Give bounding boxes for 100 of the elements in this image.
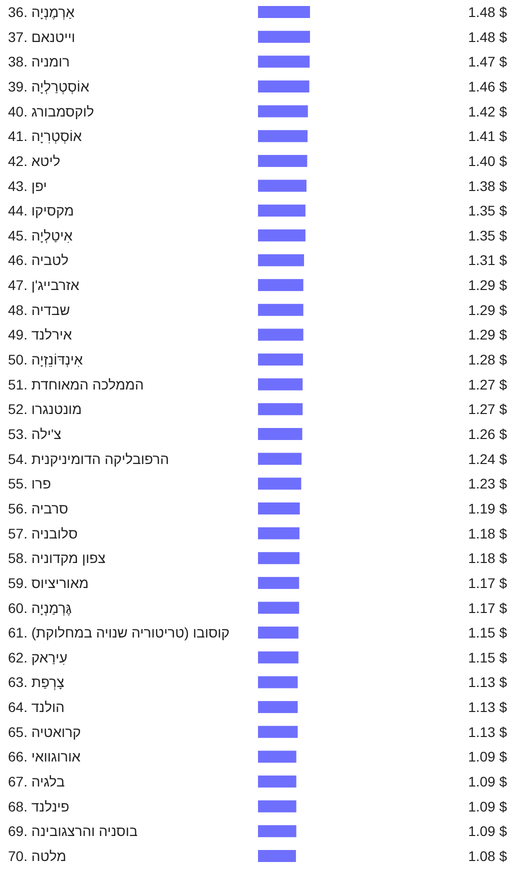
y-tick-label: 63. צָרְפַת bbox=[8, 674, 65, 690]
bar bbox=[258, 776, 296, 788]
data-label: 1.35 $ bbox=[468, 227, 508, 244]
bar bbox=[258, 825, 296, 838]
y-tick-label: 62. עִירַאק bbox=[8, 649, 68, 666]
y-tick-label: 38. רומניה bbox=[8, 54, 70, 70]
y-tick-label: 45. אִיטַלְיָה bbox=[8, 227, 73, 244]
y-tick-label: 68. פינלנד bbox=[8, 798, 70, 814]
bar bbox=[258, 676, 298, 688]
data-label: 1.29 $ bbox=[468, 277, 508, 294]
data-label: 1.09 $ bbox=[468, 774, 508, 790]
data-label: 1.08 $ bbox=[468, 848, 508, 864]
y-tick-label: 36. אַרְמֶנְיָה bbox=[8, 4, 75, 20]
data-label: 1.13 $ bbox=[468, 724, 508, 740]
bar bbox=[258, 304, 304, 316]
y-tick-label: 55. פרו bbox=[8, 476, 52, 492]
y-tick-label: 56. סרביה bbox=[8, 500, 68, 516]
data-label: 1.27 $ bbox=[468, 401, 508, 418]
bar bbox=[258, 602, 300, 614]
data-label: 1.38 $ bbox=[468, 178, 508, 194]
data-label: 1.09 $ bbox=[468, 748, 508, 765]
bar bbox=[258, 478, 302, 490]
y-tick-label: 65. קרואטיה bbox=[8, 724, 81, 740]
bar bbox=[258, 576, 300, 589]
y-tick-label: 44. מקסיקו bbox=[8, 202, 74, 219]
bar bbox=[258, 701, 298, 714]
data-label: 1.13 $ bbox=[468, 699, 508, 716]
bar bbox=[258, 328, 304, 341]
data-label: 1.40 $ bbox=[468, 152, 508, 169]
y-tick-label: 57. סלובניה bbox=[8, 525, 78, 542]
bar bbox=[258, 105, 308, 118]
data-label: 1.18 $ bbox=[468, 525, 508, 542]
y-tick-label: 49. אירלנד bbox=[8, 326, 72, 343]
data-label: 1.46 $ bbox=[468, 78, 508, 94]
bar bbox=[258, 279, 304, 292]
bar bbox=[258, 403, 303, 416]
data-label: 1.17 $ bbox=[468, 600, 508, 616]
bar bbox=[258, 154, 308, 167]
y-tick-label: 51. הממלכה המאוחדת bbox=[8, 376, 144, 392]
y-tick-label: 39. אוֹסְטְרַלְיָה bbox=[8, 78, 90, 95]
data-label: 1.15 $ bbox=[468, 624, 508, 641]
bar bbox=[258, 452, 302, 465]
data-label: 1.09 $ bbox=[468, 798, 508, 814]
data-label: 1.48 $ bbox=[468, 4, 508, 20]
data-label: 1.09 $ bbox=[468, 823, 508, 840]
bar bbox=[258, 378, 303, 390]
y-tick-label: 50. אִינְדּוֹנֵזְיָה bbox=[8, 352, 84, 368]
data-label: 1.35 $ bbox=[468, 202, 508, 219]
y-tick-label: 42. ליטא bbox=[8, 152, 60, 169]
bar bbox=[258, 229, 306, 242]
data-label: 1.13 $ bbox=[468, 674, 508, 690]
y-tick-label: 66. אורוגוואי bbox=[8, 748, 81, 765]
bar bbox=[258, 626, 298, 639]
y-tick-label: 47. אזרבייג'ן bbox=[8, 277, 80, 294]
data-label: 1.48 $ bbox=[468, 28, 508, 45]
bar bbox=[258, 552, 300, 564]
data-label: 1.26 $ bbox=[468, 426, 508, 442]
y-tick-label: 59. מאוריציוס bbox=[8, 574, 89, 591]
bar bbox=[258, 204, 306, 217]
data-label: 1.31 $ bbox=[468, 252, 508, 268]
bar bbox=[258, 800, 296, 812]
bar bbox=[258, 726, 298, 738]
bar bbox=[258, 502, 300, 514]
data-label: 1.41 $ bbox=[468, 128, 508, 144]
data-label: 1.47 $ bbox=[468, 54, 508, 70]
y-tick-label: 69. בוסניה והרצגובינה bbox=[8, 823, 138, 840]
bar bbox=[258, 30, 310, 43]
bar bbox=[258, 56, 310, 68]
y-tick-label: 52. מונטנגרו bbox=[8, 401, 82, 418]
data-label: 1.23 $ bbox=[468, 476, 508, 492]
y-tick-label: 53. צ'ילה bbox=[8, 426, 62, 442]
bar bbox=[258, 254, 304, 266]
y-tick-label: 58. צפון מקדוניה bbox=[8, 550, 106, 566]
bar bbox=[258, 6, 310, 18]
data-label: 1.28 $ bbox=[468, 352, 508, 368]
y-tick-label: 48. שבדיה bbox=[8, 302, 70, 318]
y-tick-label: 40. לוקסמבורג bbox=[8, 103, 94, 120]
bar bbox=[258, 850, 296, 862]
data-label: 1.18 $ bbox=[468, 550, 508, 566]
bar bbox=[258, 750, 296, 763]
bar bbox=[258, 428, 302, 440]
y-tick-label: 54. הרפובליקה הדומיניקנית bbox=[8, 450, 169, 467]
bar bbox=[258, 651, 298, 664]
y-tick-label: 61. קוסובו (טריטוריה שנויה במחלוקת) bbox=[8, 624, 230, 641]
y-tick-label: 64. הולנד bbox=[8, 699, 64, 716]
y-tick-label: 60. גֶּרְמַנְיָה bbox=[8, 600, 72, 616]
data-label: 1.24 $ bbox=[468, 450, 508, 467]
data-label: 1.29 $ bbox=[468, 326, 508, 343]
bar bbox=[258, 80, 310, 92]
bar bbox=[258, 180, 306, 192]
bar bbox=[258, 130, 308, 142]
y-tick-label: 37. וייטנאם bbox=[8, 28, 76, 45]
y-tick-label: 46. לטביה bbox=[8, 252, 69, 268]
data-label: 1.19 $ bbox=[468, 500, 508, 516]
data-label: 1.29 $ bbox=[468, 302, 508, 318]
bar bbox=[258, 527, 300, 540]
data-label: 1.17 $ bbox=[468, 574, 508, 591]
y-tick-label: 43. יפן bbox=[8, 178, 47, 194]
y-tick-label: 70. מלטה bbox=[8, 848, 66, 864]
data-label: 1.27 $ bbox=[468, 376, 508, 392]
